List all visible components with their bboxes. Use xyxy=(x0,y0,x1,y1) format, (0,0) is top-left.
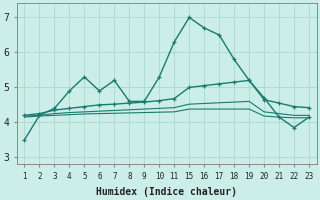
X-axis label: Humidex (Indice chaleur): Humidex (Indice chaleur) xyxy=(96,186,237,197)
